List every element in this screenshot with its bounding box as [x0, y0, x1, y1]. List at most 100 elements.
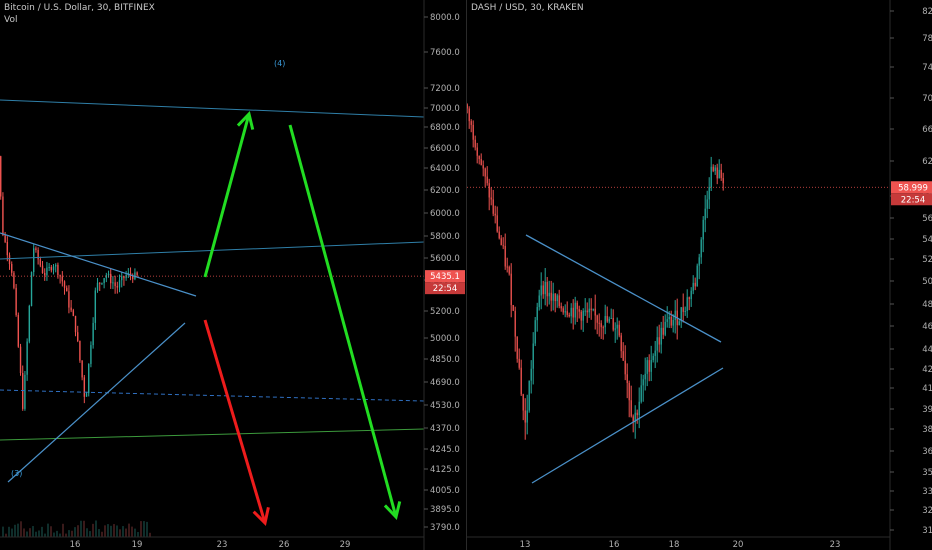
candle-body — [710, 166, 712, 188]
candle-body — [37, 250, 39, 260]
bitcoin-chart-panel[interactable]: (4) (3) 8000.0 7600.0 7200.0 7000.0 6800.0 660… — [0, 0, 466, 550]
x-tick-label: 23 — [217, 540, 228, 550]
candle-body — [662, 327, 664, 335]
y-tick-label: 6600.0 — [430, 144, 460, 154]
left-drawings: (4) (3) — [0, 59, 425, 527]
y-tick-label: 46.000 — [922, 322, 932, 332]
candle-body — [33, 248, 35, 273]
right-time-axis[interactable]: 13 16 18 20 23 — [467, 536, 890, 550]
candle-body — [496, 215, 498, 232]
volume-bar — [116, 525, 118, 537]
candle-body — [494, 213, 496, 216]
volume-bar — [56, 530, 58, 537]
volume-bar — [5, 533, 7, 537]
candle-body — [107, 273, 110, 276]
candle-body — [672, 320, 674, 326]
right-price-axis[interactable]: 82.00078.00074.00070.00066.00062.00058.0… — [889, 0, 932, 550]
x-tick-label: 16 — [70, 540, 81, 550]
volume-bar — [122, 526, 124, 537]
y-tick-label: 5200.0 — [430, 307, 460, 317]
candle-body — [626, 374, 628, 384]
y-tick-label: 4245.0 — [430, 445, 460, 455]
wave-label-4: (4) — [274, 59, 285, 68]
candle-body — [526, 410, 528, 423]
candle-body — [718, 169, 720, 179]
candle-body — [81, 360, 83, 378]
y-tick-label: 7600.0 — [430, 48, 460, 58]
volume-bar — [41, 526, 43, 537]
y-tick-label: 3790.0 — [430, 523, 460, 533]
candle-body — [566, 311, 568, 315]
candle-body — [26, 341, 28, 375]
candle-body — [508, 266, 510, 274]
y-tick-label: 7000.0 — [430, 104, 460, 114]
candle-body — [500, 238, 502, 246]
candle-body — [568, 314, 570, 317]
candle-body — [558, 295, 560, 307]
dash-chart[interactable]: 82.00078.00074.00070.00066.00062.00058.0… — [467, 0, 932, 550]
red-arrow-down-shaft — [203, 319, 267, 524]
y-tick-label: 4530.0 — [430, 401, 460, 411]
candle-body — [66, 287, 68, 292]
candle-body — [50, 267, 53, 271]
volume-bar — [128, 523, 130, 537]
candle-body — [562, 308, 564, 313]
candle-body — [690, 290, 692, 300]
volume-bar — [23, 528, 25, 537]
candle-body — [536, 307, 538, 321]
x-tick-label: 26 — [279, 540, 290, 550]
candle-body — [480, 159, 482, 166]
candle-body — [588, 308, 590, 313]
y-tick-label: 6000.0 — [430, 209, 460, 219]
candle-body — [15, 287, 17, 316]
candle-body — [542, 285, 544, 295]
y-tick-label: 5800.0 — [430, 232, 460, 242]
y-tick-label: 33.900 — [922, 487, 932, 497]
candle-body — [644, 373, 646, 380]
candle-body — [524, 410, 526, 423]
candle-body — [674, 310, 676, 321]
triangle-upper — [0, 232, 197, 297]
candle-body — [522, 394, 524, 411]
candle-body — [121, 276, 123, 281]
candle-body — [2, 196, 4, 236]
candle-body — [678, 321, 680, 326]
dash-chart-panel[interactable]: 82.00078.00074.00070.00066.00062.00058.0… — [466, 0, 932, 550]
candle-body — [52, 266, 55, 271]
candle-body — [716, 167, 718, 179]
volume-bar — [134, 528, 136, 537]
candle-body — [700, 239, 702, 258]
candle-body — [502, 245, 504, 247]
left-price-axis[interactable]: 8000.0 7600.0 7200.0 7000.0 6800.0 6600.0 6400… — [423, 0, 465, 550]
left-time-axis[interactable]: 16 19 23 26 29 — [0, 536, 424, 550]
candle-body — [488, 183, 490, 198]
y-tick-label: 4370.0 — [430, 424, 460, 434]
y-tick-label: 38.000 — [922, 425, 932, 435]
candle-body — [620, 335, 622, 352]
time-tag-bg — [891, 193, 932, 206]
volume-bar — [74, 527, 76, 537]
candle-body — [610, 318, 612, 320]
candle-body — [55, 264, 57, 267]
candle-body — [88, 363, 90, 394]
volume-bar — [137, 532, 139, 537]
y-tick-label: 74.000 — [922, 63, 932, 73]
volume-bar — [50, 526, 52, 537]
candle-body — [546, 281, 548, 297]
volume-bar — [107, 524, 109, 537]
candle-body — [46, 267, 48, 276]
volume-bar — [86, 528, 88, 537]
y-tick-label: 4005.0 — [430, 486, 460, 496]
candle-body — [628, 383, 630, 401]
y-tick-label: 41.000 — [922, 384, 932, 394]
volume-bar — [32, 526, 34, 537]
left-volume-label: Vol — [4, 15, 18, 25]
volume-bar — [89, 531, 91, 537]
candle-body — [532, 343, 534, 369]
y-tick-label: 50.000 — [922, 277, 932, 287]
candle-body — [714, 167, 716, 172]
volume-bar — [20, 521, 22, 537]
volume-bar — [53, 532, 55, 537]
bitcoin-chart[interactable]: (4) (3) 8000.0 7600.0 7200.0 7000.0 6800.0 660… — [0, 0, 466, 550]
candle-body — [660, 327, 662, 345]
